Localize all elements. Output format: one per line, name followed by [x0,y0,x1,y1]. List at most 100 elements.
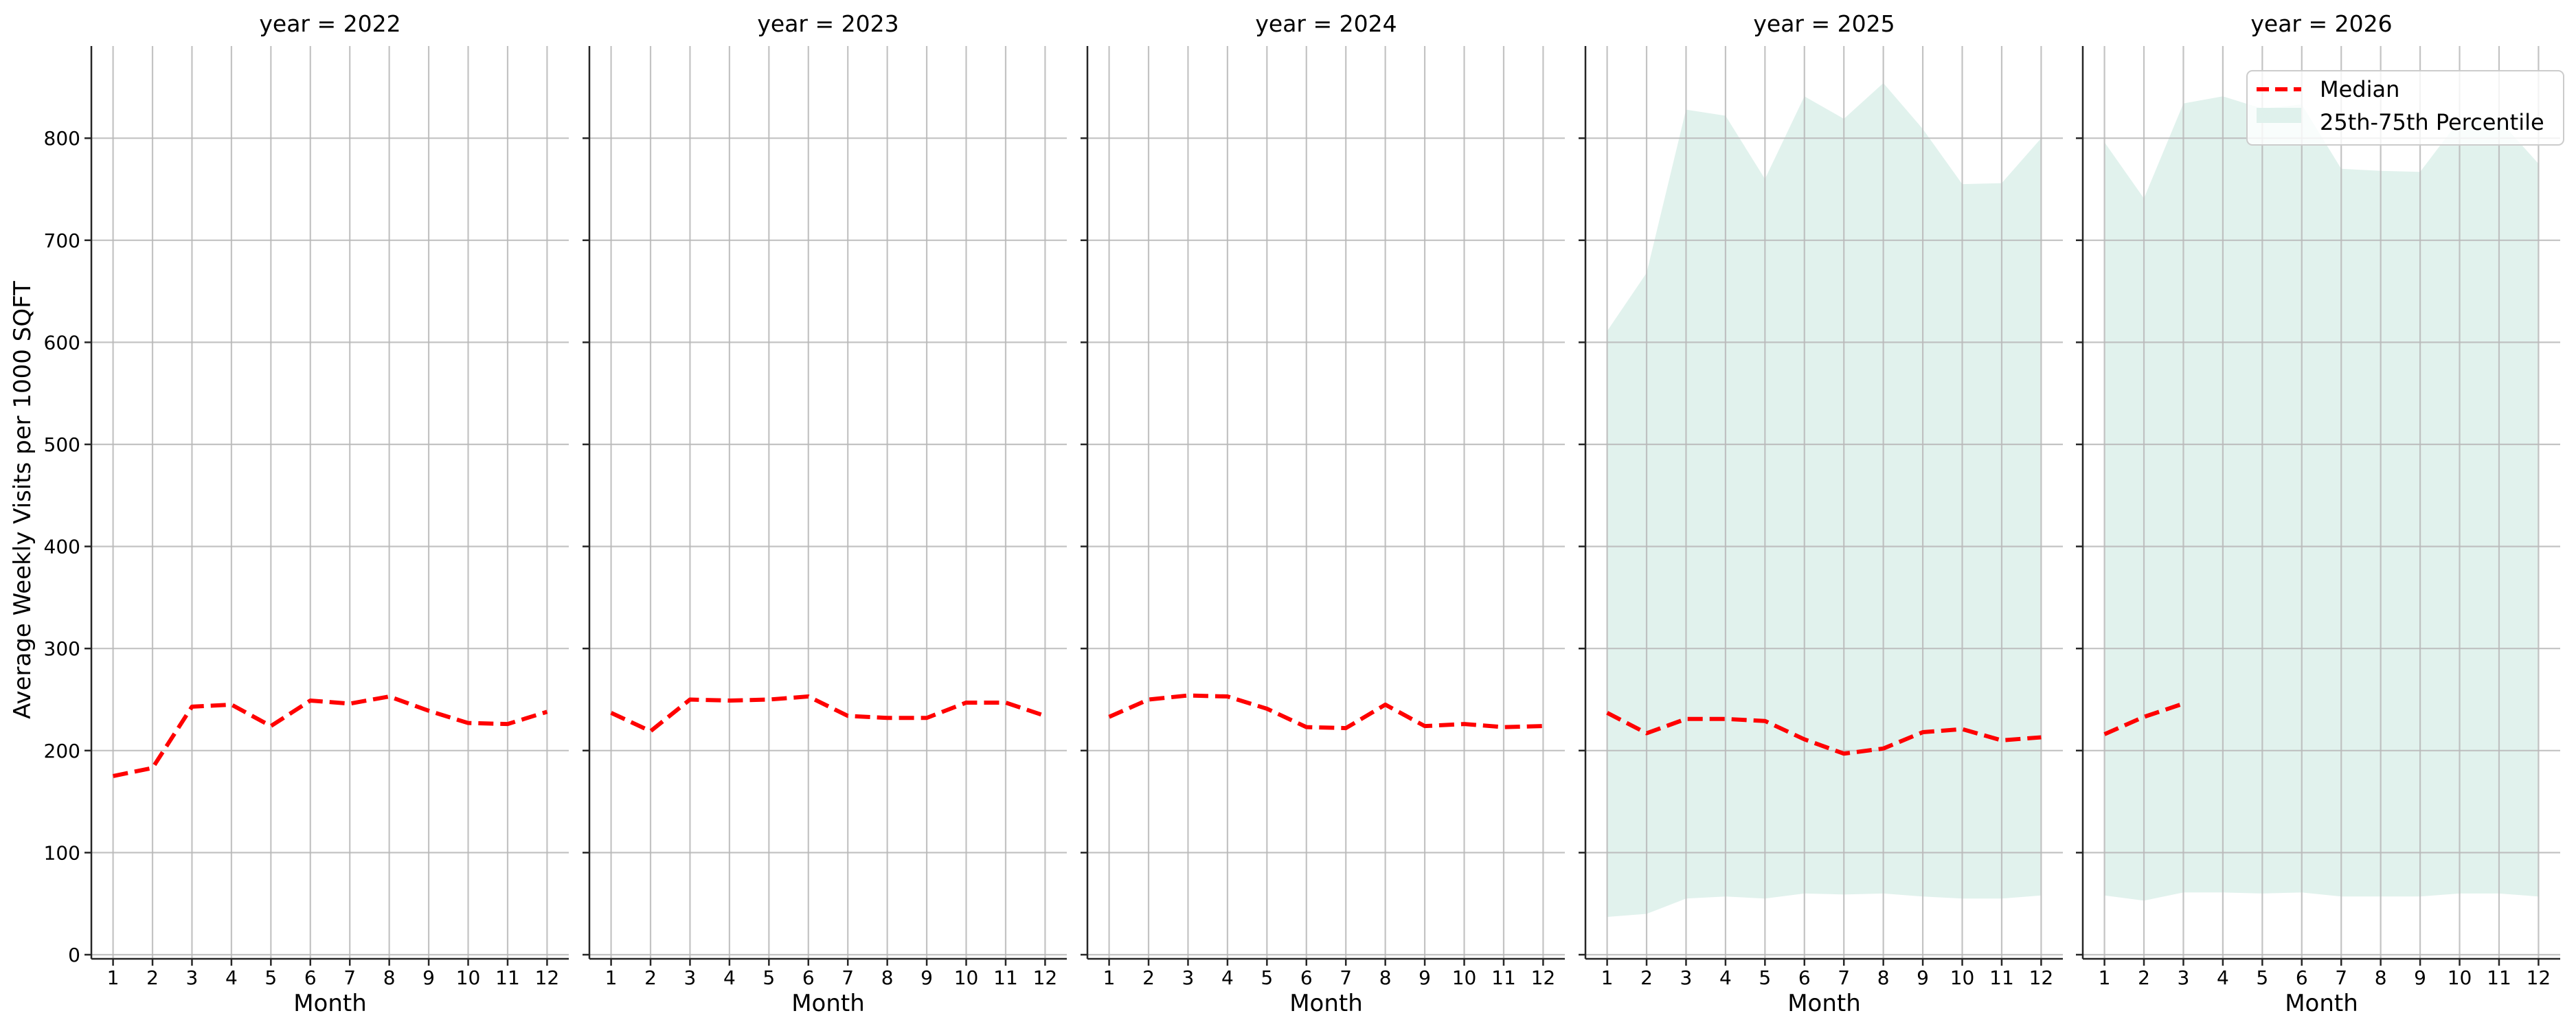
y-tick-label: 600 [44,331,80,354]
panel-title: year = 2026 [2250,10,2392,37]
x-tick-label: 7 [2335,966,2347,989]
x-tick-label: 12 [1531,966,1556,989]
x-tick-label: 2 [644,966,657,989]
x-tick-label: 3 [1680,966,1693,989]
gridlines [589,46,1067,959]
x-tick-label: 9 [2414,966,2426,989]
x-tick-label: 8 [383,966,396,989]
x-tick-label: 1 [1601,966,1614,989]
x-tick-label: 4 [225,966,238,989]
x-tick-label: 3 [2178,966,2190,989]
x-tick-label: 3 [684,966,697,989]
x-tick-label: 11 [1989,966,2014,989]
panel-title: year = 2022 [259,10,400,37]
legend-band-label: 25th-75th Percentile [2320,109,2544,135]
x-tick-label: 10 [1452,966,1477,989]
gridlines [1087,46,1565,959]
x-tick-label: 9 [422,966,435,989]
y-tick-label: 500 [44,433,80,456]
x-tick-label: 8 [1379,966,1392,989]
x-tick-label: 11 [2487,966,2511,989]
x-tick-label: 10 [2448,966,2472,989]
x-tick-label: 3 [1182,966,1195,989]
x-tick-label: 6 [802,966,815,989]
x-tick-label: 4 [1221,966,1234,989]
x-tick-label: 12 [2029,966,2054,989]
legend-median-label: Median [2320,76,2399,102]
y-axis-label: Average Weekly Visits per 1000 SQFT [9,281,36,719]
y-tick-label: 100 [44,841,80,864]
x-tick-label: 4 [2217,966,2229,989]
x-tick-label: 8 [1877,966,1890,989]
x-tick-label: 7 [1838,966,1850,989]
panel-title: year = 2024 [1255,10,1397,37]
x-tick-label: 5 [762,966,775,989]
x-tick-label: 9 [1419,966,1431,989]
x-tick-label: 10 [954,966,979,989]
x-tick-label: 12 [2527,966,2551,989]
median-line [1108,693,1544,731]
y-tick-label: 800 [44,127,80,150]
x-tick-label: 8 [2375,966,2387,989]
x-tick-label: 6 [2296,966,2308,989]
x-tick-label: 1 [605,966,618,989]
panel-title: year = 2025 [1753,10,1895,37]
x-tick-label: 11 [495,966,520,989]
x-axis-label: Month [293,990,367,1017]
x-tick-label: 4 [723,966,736,989]
gridlines [91,46,569,959]
legend-box [2246,70,2564,146]
median-line [2103,701,2184,736]
y-tick-label: 700 [44,229,80,252]
x-axis-label: Month [2285,990,2358,1017]
median-line [112,694,548,778]
y-tick-label: 200 [44,740,80,762]
percentile-band [2104,96,2539,901]
x-tick-label: 7 [343,966,356,989]
x-tick-label: 5 [264,966,277,989]
x-tick-label: 4 [1719,966,1732,989]
x-tick-label: 3 [186,966,199,989]
percentile-band [1607,82,2042,918]
median-line [610,694,1046,734]
x-tick-label: 6 [304,966,317,989]
legend: Median 25th-75th Percentile [2246,70,2564,146]
x-tick-label: 5 [1759,966,1771,989]
x-axis-label: Month [1787,990,1861,1017]
x-tick-label: 9 [1917,966,1929,989]
x-tick-label: 10 [456,966,481,989]
x-tick-label: 6 [1300,966,1313,989]
x-tick-label: 5 [1261,966,1273,989]
legend-band-swatch [2257,108,2301,123]
x-tick-label: 7 [1340,966,1352,989]
x-tick-label: 6 [1798,966,1811,989]
median-line [1606,711,2042,756]
x-axis-label: Month [791,990,865,1017]
x-tick-label: 2 [2138,966,2150,989]
x-tick-label: 10 [1950,966,1975,989]
x-tick-label: 12 [1033,966,1058,989]
x-tick-label: 7 [841,966,854,989]
x-tick-label: 1 [107,966,120,989]
x-tick-label: 2 [1640,966,1653,989]
y-tick-label: 400 [44,536,80,558]
x-tick-label: 1 [2099,966,2111,989]
panel-title: year = 2023 [757,10,899,37]
x-axis-label: Month [1289,990,1363,1017]
x-tick-label: 11 [993,966,1018,989]
gridlines [1585,46,2063,959]
x-tick-label: 11 [1491,966,1516,989]
x-tick-label: 2 [146,966,159,989]
x-tick-label: 8 [881,966,894,989]
x-tick-label: 1 [1103,966,1116,989]
x-tick-label: 2 [1142,966,1155,989]
x-tick-label: 5 [2256,966,2268,989]
